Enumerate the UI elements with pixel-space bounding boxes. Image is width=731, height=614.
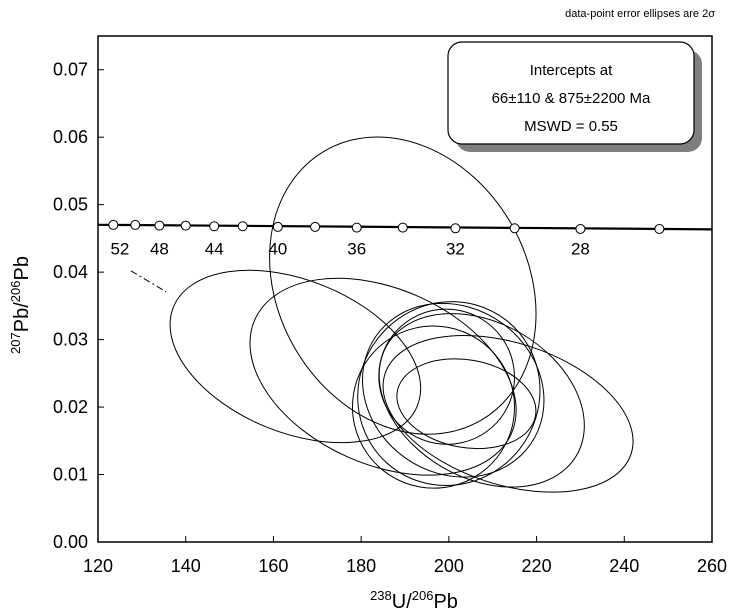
x-axis-title-sup2: 206: [412, 588, 434, 603]
error-ellipse-9: [382, 334, 634, 493]
error-ellipse-2: [169, 269, 422, 444]
intercepts-box: Intercepts at 66±110 & 875±2200 Ma MSWD …: [447, 41, 702, 152]
concordia-age-marker-10: [397, 222, 408, 233]
concordia-age-marker-4: [180, 220, 191, 231]
plot-area-frame: [97, 35, 713, 543]
x-tick-label-120: 120: [83, 556, 113, 576]
concordia-age-marker-2: [130, 219, 141, 230]
age-label-48: 48: [150, 240, 169, 259]
error-ellipses: [169, 136, 634, 493]
intercepts-values: 66±110 & 875±2200 Ma: [492, 90, 651, 107]
concordia-age-marker-14: [654, 223, 665, 234]
x-tick-label-200: 200: [434, 556, 464, 576]
mswd-value: MSWD = 0.55: [524, 118, 618, 135]
concordia-curve: [97, 219, 713, 234]
y-axis-title-base1: Pb/: [11, 302, 33, 332]
y-tick-label-4: 0.04: [53, 262, 88, 282]
age-label-32: 32: [446, 240, 465, 259]
x-tick-label-180: 180: [346, 556, 376, 576]
x-tick-label-160: 160: [258, 556, 288, 576]
concordia-age-marker-11: [450, 223, 461, 234]
concordia-age-marker-3: [154, 220, 165, 231]
x-tick-label-260: 260: [697, 556, 727, 576]
y-axis-ticks: 0.00 0.01 0.02 0.03 0.04 0.05 0.06 0.07: [53, 60, 104, 552]
x-axis-title-base1: U/: [392, 591, 412, 613]
error-ellipse-3: [249, 277, 517, 476]
x-axis-ticks: 120 140 160 180 200 220 240 260: [83, 536, 727, 576]
error-ellipse-4: [357, 301, 541, 486]
y-tick-label-1: 0.01: [53, 465, 88, 485]
x-tick-label-140: 140: [171, 556, 201, 576]
error-ellipse-5: [362, 302, 545, 478]
y-tick-label-2: 0.02: [53, 397, 88, 417]
error-ellipse-7: [378, 308, 515, 445]
x-axis-title-sup1: 238: [370, 588, 392, 603]
error-ellipse-8: [351, 325, 516, 489]
y-tick-label-3: 0.03: [53, 330, 88, 350]
concordia-age-marker-13: [575, 223, 586, 234]
concordia-age-marker-7: [272, 221, 283, 232]
y-axis-title: 207Pb/206Pb: [8, 256, 33, 354]
y-tick-label-5: 0.05: [53, 195, 88, 215]
x-axis-title-base2: Pb: [433, 591, 457, 613]
intercepts-box-panel: [447, 41, 695, 145]
concordia-age-marker-6: [237, 221, 248, 232]
x-axis-title: 238U/206Pb: [370, 588, 458, 613]
concordia-age-marker-8: [310, 221, 321, 232]
error-ellipse-note: data-point error ellipses are 2σ: [565, 8, 715, 20]
y-axis-title-sup1: 207: [8, 332, 23, 354]
concordia-age-marker-9: [351, 222, 362, 233]
y-tick-label-6: 0.06: [53, 127, 88, 147]
regression-line: [130, 270, 167, 293]
age-label-28: 28: [571, 240, 590, 259]
concordia-age-marker-12: [509, 223, 520, 234]
y-tick-label-7: 0.07: [53, 60, 88, 80]
age-label-52: 52: [110, 240, 129, 259]
error-ellipse-1: [269, 136, 537, 435]
age-label-40: 40: [268, 240, 287, 259]
y-axis-title-base2: Pb: [11, 256, 33, 280]
concordia-age-marker-5: [209, 221, 220, 232]
age-label-44: 44: [205, 240, 224, 259]
x-tick-label-220: 220: [522, 556, 552, 576]
y-tick-label-0: 0.00: [53, 532, 88, 552]
intercepts-title: Intercepts at: [530, 62, 613, 79]
regression-line-segment: [130, 270, 167, 293]
x-tick-label-240: 240: [609, 556, 639, 576]
y-axis-title-sup2: 206: [8, 281, 23, 303]
concordia-age-labels: 52 48 44 40 36 32 28: [110, 240, 589, 259]
error-ellipse-6: [378, 313, 585, 488]
age-label-36: 36: [347, 240, 366, 259]
concordia-age-marker-1: [108, 219, 119, 230]
error-ellipse-10: [396, 358, 537, 450]
